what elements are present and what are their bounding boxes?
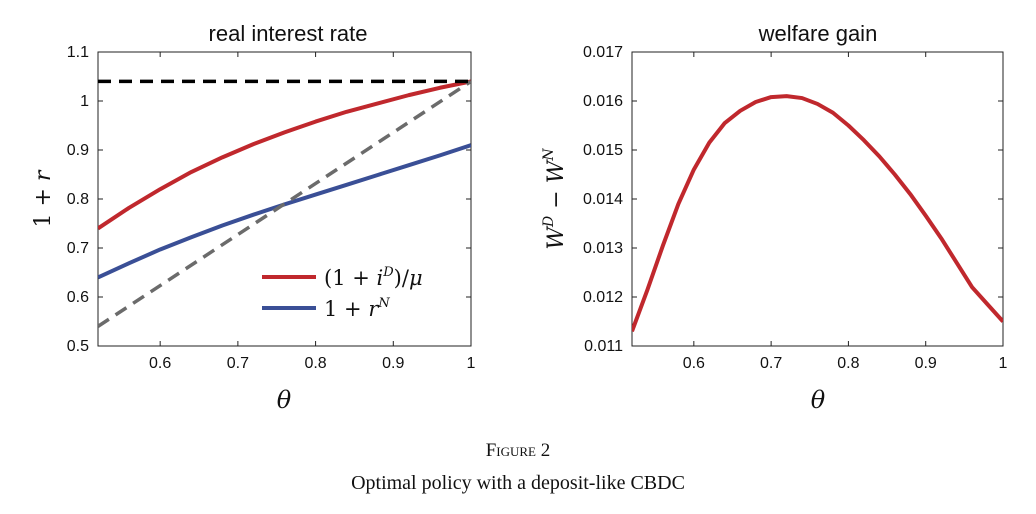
x-tick-label: 0.7: [227, 355, 249, 372]
x-tick-label: 0.8: [837, 355, 859, 372]
left-x-axis-label: θ: [277, 386, 292, 414]
y-tick-label: 0.012: [583, 289, 623, 306]
left-series-group: [98, 79, 471, 328]
x-tick-label: 1: [999, 355, 1008, 372]
y-tick-label: 1: [80, 93, 89, 110]
y-tick-label: 0.5: [67, 338, 89, 355]
x-tick-label: 0.9: [382, 355, 404, 372]
legend-label-red: (1 + iD)/μ: [324, 265, 423, 290]
svg-text:WD − WN: WD − WN: [541, 148, 569, 250]
svg-text:(1 + iD)/μ: (1 + iD)/μ: [324, 265, 423, 290]
left-x-ticks: 0.6 0.7 0.8 0.9 1: [149, 52, 476, 372]
svg-text:1 + rN: 1 + rN: [324, 296, 390, 321]
left-y-axis-label: 1 + r: [31, 169, 56, 227]
series-line-0: [98, 79, 471, 231]
y-tick-label: 0.016: [583, 93, 623, 110]
figure-caption-description: Optimal policy with a deposit-like CBDC: [351, 472, 685, 494]
right-x-ticks: 0.6 0.7 0.8 0.9 1: [683, 52, 1008, 372]
right-chart-title: welfare gain: [758, 21, 878, 46]
y-tick-label: 0.7: [67, 240, 89, 257]
x-tick-label: 0.6: [683, 355, 705, 372]
figure: real interest rate 0.6 0.7 0.8 0.9 1 0.50.60…: [31, 21, 1008, 414]
right-y-axis-label: WD − WN: [541, 148, 569, 250]
y-tick-label: 0.8: [67, 191, 89, 208]
left-plot-frame: [97, 51, 472, 347]
right-series-group: [632, 94, 1003, 332]
right-x-axis-label: θ: [811, 386, 826, 414]
y-tick-label: 0.9: [67, 142, 89, 159]
y-tick-label: 0.011: [584, 338, 623, 355]
x-tick-label: 0.9: [915, 355, 937, 372]
x-tick-label: 1: [467, 355, 476, 372]
y-tick-label: 0.013: [583, 240, 623, 257]
right-panel: welfare gain 0.6 0.7 0.8 0.9 1 0.0110.0120.0…: [541, 21, 1008, 414]
svg-text:1 + r: 1 + r: [31, 169, 56, 227]
legend-label-blue: 1 + rN: [324, 296, 390, 321]
series-line-0: [632, 94, 1003, 332]
y-tick-label: 0.015: [583, 142, 623, 159]
figure-caption-label: Figure 2: [485, 440, 551, 461]
y-tick-label: 0.6: [67, 289, 89, 306]
x-tick-label: 0.7: [760, 355, 782, 372]
series-line-dashed-2: [98, 79, 471, 328]
left-chart-title: real interest rate: [209, 21, 368, 46]
left-legend: (1 + iD)/μ 1 + rN: [262, 265, 423, 321]
right-y-ticks: 0.011 0.012 0.013 0.014 0.015 0.016 0.017: [583, 44, 1003, 355]
left-y-ticks: 0.5 0.6 0.7 0.8 0.9 1 1.1: [67, 44, 471, 355]
x-tick-label: 0.8: [304, 355, 326, 372]
x-tick-label: 0.6: [149, 355, 171, 372]
right-plot-frame: [631, 51, 1004, 347]
series-line-1: [98, 143, 471, 280]
y-tick-label: 1.1: [67, 44, 89, 61]
left-panel: real interest rate 0.6 0.7 0.8 0.9 1 0.50.60…: [31, 21, 476, 414]
y-tick-label: 0.014: [583, 191, 623, 208]
y-tick-label: 0.017: [583, 44, 623, 61]
